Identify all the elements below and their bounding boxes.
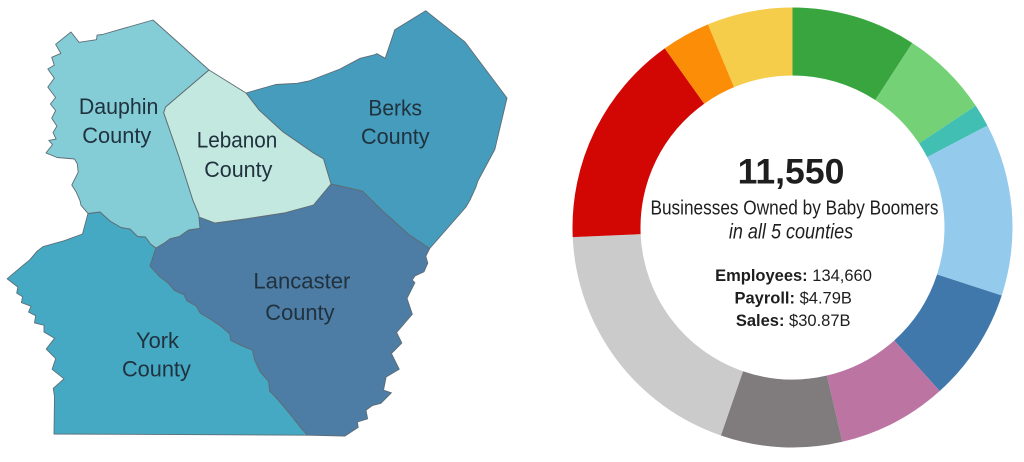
- svg-text:11,550: 11,550: [738, 152, 845, 192]
- svg-text:Dauphin: Dauphin: [79, 94, 159, 119]
- svg-text:Payroll: $4.79B: Payroll: $4.79B: [734, 290, 851, 308]
- svg-text:Employees: 134,660: Employees: 134,660: [715, 267, 872, 285]
- svg-text:County: County: [361, 124, 430, 149]
- svg-text:York: York: [136, 328, 180, 353]
- svg-text:County: County: [265, 300, 335, 325]
- svg-text:Lancaster: Lancaster: [253, 269, 350, 294]
- svg-text:Berks: Berks: [368, 96, 422, 121]
- svg-text:County: County: [82, 123, 152, 148]
- svg-text:Sales: $30.87B: Sales: $30.87B: [736, 312, 851, 330]
- svg-text:Lebanon: Lebanon: [197, 128, 278, 153]
- svg-text:County: County: [122, 356, 192, 381]
- svg-text:County: County: [204, 157, 273, 182]
- svg-text:Businesses Owned by Baby Boome: Businesses Owned by Baby Boomers: [651, 197, 939, 220]
- svg-text:in all 5 counties: in all 5 counties: [729, 221, 854, 244]
